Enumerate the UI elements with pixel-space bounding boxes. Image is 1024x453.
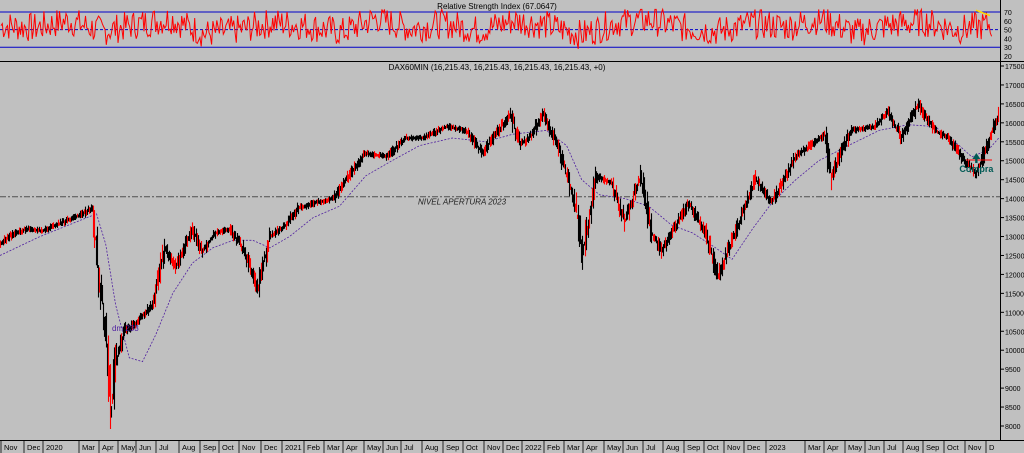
x-tick-label: Nov [487, 443, 501, 452]
x-tick-label: Jul [887, 443, 897, 452]
x-tick-label: D [989, 443, 995, 452]
x-tick-label: Dec [506, 443, 520, 452]
x-tick-label: May [848, 443, 862, 452]
x-tick-label: Nov [727, 443, 741, 452]
price-tick-label: 14500 [1005, 178, 1024, 185]
x-tick-label: 2022 [525, 443, 542, 452]
price-series [0, 98, 1000, 429]
x-tick-label: May [607, 443, 621, 452]
price-tick-label: 9000 [1005, 386, 1021, 393]
arrow-shaft [975, 158, 978, 163]
x-tick-label: Oct [222, 443, 235, 452]
x-tick-label: May [367, 443, 381, 452]
x-tick-label: Oct [947, 443, 960, 452]
x-tick-label: Jun [868, 443, 880, 452]
price-tick-label: 16500 [1005, 102, 1024, 109]
price-panel: DAX60MIN (16,215.43, 16,215.43, 16,215.4… [0, 63, 1024, 431]
buy-signal-arrow-icon [972, 153, 981, 163]
price-y-axis: 8000 8500 9000 9500 10000 10500 11000 11500 1200… [1000, 64, 1024, 431]
price-tick-label: 8500 [1005, 405, 1021, 412]
x-tick-label: 2020 [46, 443, 63, 452]
rsi-title: Relative Strength Index (67.0647) [437, 2, 557, 11]
x-tick-label: Feb [307, 443, 320, 452]
x-tick-label: 2021 [285, 443, 302, 452]
rsi-panel: Relative Strength Index (67.0647) 20 30 40… [0, 2, 1012, 61]
opening-level-label: NIVEL APERTURA 2023 [418, 198, 507, 207]
x-tick-label: Apr [586, 443, 598, 452]
x-tick-label: Nov [242, 443, 256, 452]
rsi-tick-label: 20 [1004, 54, 1012, 61]
x-tick-label: Jun [626, 443, 638, 452]
rsi-tick-label: 40 [1004, 36, 1012, 43]
price-tick-label: 16000 [1005, 121, 1024, 128]
x-tick-label: Apr [346, 443, 358, 452]
x-tick-label: Dec [27, 443, 41, 452]
x-tick-label: Sep [687, 443, 700, 452]
x-tick-label: Aug [182, 443, 195, 452]
x-tick-label: Aug [906, 443, 919, 452]
x-tick-label: May [121, 443, 135, 452]
price-tick-label: 12500 [1005, 253, 1024, 260]
x-tick-label: Aug [666, 443, 679, 452]
x-tick-label: Dec [264, 443, 278, 452]
x-tick-label: Nov [968, 443, 982, 452]
x-tick-label: Sep [926, 443, 939, 452]
price-title: DAX60MIN (16,215.43, 16,215.43, 16,215.4… [389, 63, 606, 72]
x-axis: Nov Dec 2020 Mar Apr May Jun Jul Aug Sep Oct Nov Dec… [0, 440, 995, 453]
x-tick-label: Mar [82, 443, 95, 452]
x-tick-label: Jun [386, 443, 398, 452]
x-tick-label: Jul [159, 443, 169, 452]
x-tick-label: Jun [139, 443, 151, 452]
x-tick-label: Apr [102, 443, 114, 452]
price-tick-label: 15500 [1005, 140, 1024, 147]
rsi-level-lines [0, 11, 1000, 48]
price-tick-label: 9500 [1005, 367, 1021, 374]
x-tick-label: Mar [327, 443, 340, 452]
moving-average-label: dm 233 [112, 324, 139, 333]
buy-signal-label: Compra [959, 164, 994, 174]
x-tick-label: Mar [808, 443, 821, 452]
x-tick-label: Oct [707, 443, 720, 452]
x-tick-label: Apr [827, 443, 839, 452]
x-tick-label: Sep [203, 443, 216, 452]
price-tick-label: 10500 [1005, 329, 1024, 336]
x-tick-label: Jul [646, 443, 656, 452]
x-tick-label: Nov [4, 443, 18, 452]
rsi-highlight-segment [975, 9, 991, 17]
rsi-tick-label: 50 [1004, 28, 1012, 35]
price-tick-label: 13500 [1005, 216, 1024, 223]
price-tick-label: 8000 [1005, 424, 1021, 431]
price-tick-label: 17500 [1005, 64, 1024, 71]
price-tick-label: 15000 [1005, 159, 1024, 166]
rsi-tick-label: 70 [1004, 10, 1012, 17]
x-tick-label: Oct [466, 443, 479, 452]
x-tick-label: Sep [446, 443, 459, 452]
x-tick-label: 2023 [769, 443, 786, 452]
price-tick-label: 12000 [1005, 272, 1024, 279]
x-tick-label: Dec [747, 443, 761, 452]
price-tick-label: 17000 [1005, 83, 1024, 90]
rsi-line [0, 7, 993, 49]
x-tick-label: Aug [425, 443, 438, 452]
price-tick-label: 11000 [1005, 310, 1024, 317]
price-tick-label: 14000 [1005, 197, 1024, 204]
rsi-tick-label: 30 [1004, 45, 1012, 52]
rsi-tick-label: 60 [1004, 19, 1012, 26]
arrow-head [972, 153, 981, 159]
x-tick-label: Jul [404, 443, 414, 452]
price-tick-label: 13000 [1005, 235, 1024, 242]
moving-average-line [0, 124, 1000, 363]
price-tick-label: 11500 [1005, 291, 1024, 298]
x-tick-label: Feb [547, 443, 560, 452]
x-tick-label: Mar [567, 443, 580, 452]
price-tick-label: 10000 [1005, 348, 1024, 355]
